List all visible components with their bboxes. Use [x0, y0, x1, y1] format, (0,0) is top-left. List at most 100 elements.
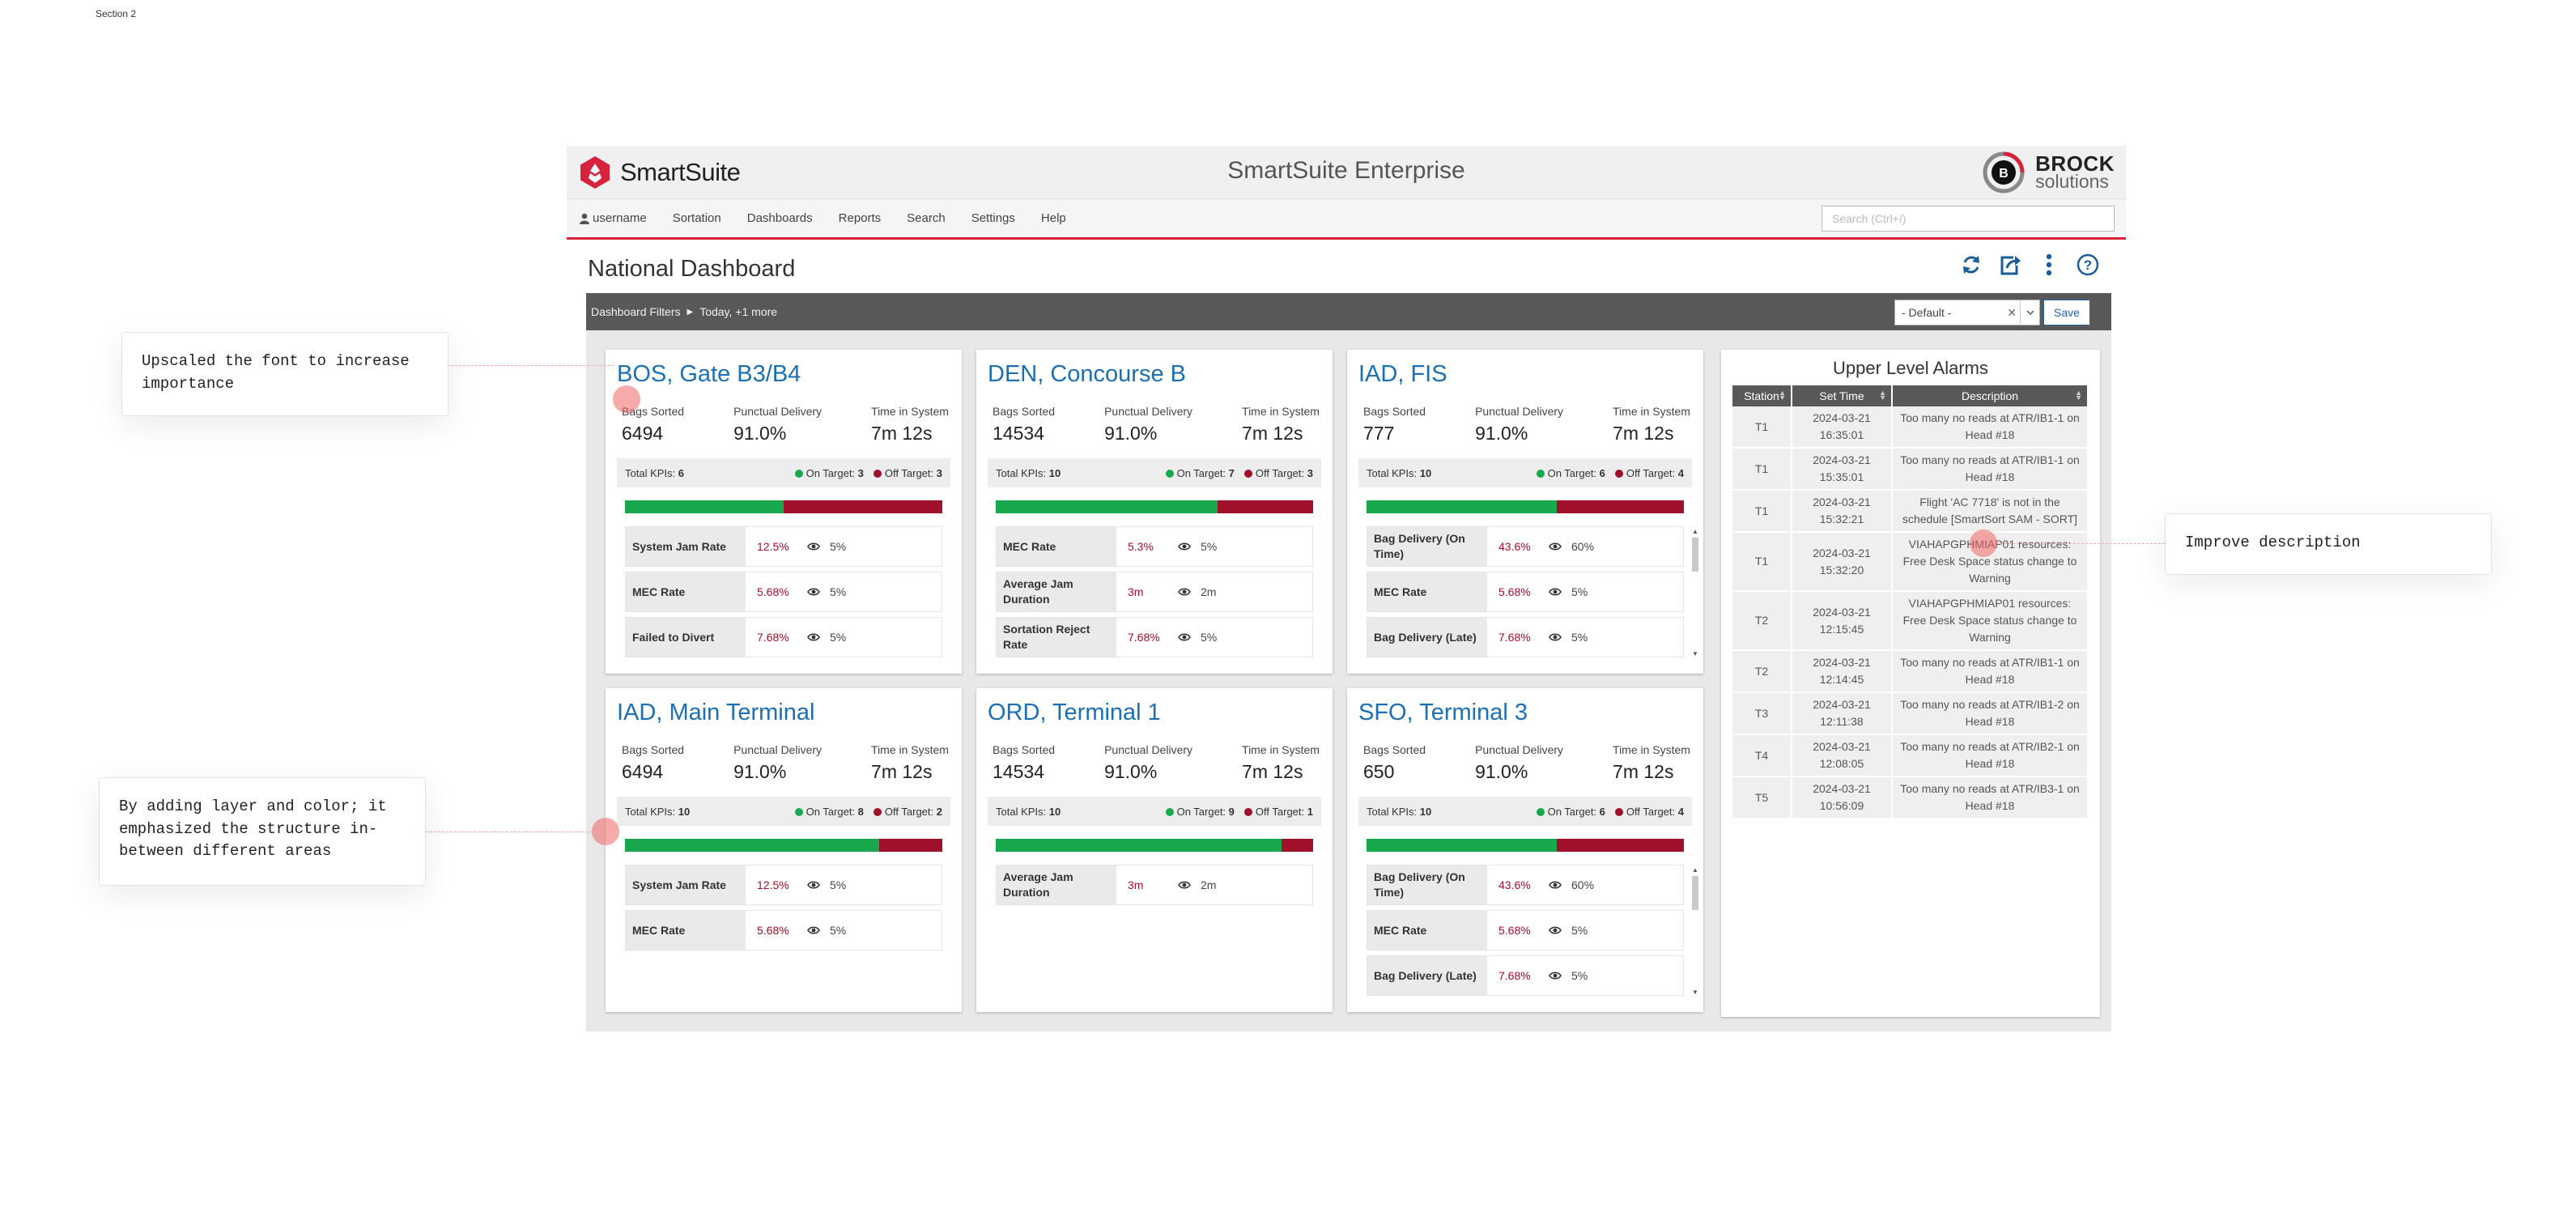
share-icon[interactable]: [1998, 253, 2022, 277]
sort-icon[interactable]: ▲ ▼: [1779, 389, 1786, 402]
chevron-down-icon[interactable]: [2020, 300, 2039, 325]
nav-item-reports[interactable]: Reports: [839, 211, 882, 225]
nav-item-search[interactable]: Search: [907, 211, 946, 225]
more-vertical-icon[interactable]: [2037, 253, 2061, 277]
nav-item-username[interactable]: username: [580, 211, 647, 225]
alarm-row[interactable]: T1 2024-03-21 15:35:01 Too many no reads …: [1732, 449, 2089, 491]
nav-item-help[interactable]: Help: [1041, 211, 1066, 225]
off-target-count: Off Target: 4: [1614, 806, 1684, 818]
alarm-row[interactable]: T2 2024-03-21 12:14:45 Too many no reads …: [1732, 651, 2089, 693]
station-metrics: Bags Sorted 6494 Punctual Delivery 91.0%…: [622, 743, 949, 783]
svg-text:?: ?: [2084, 257, 2092, 273]
kpi-row[interactable]: MEC Rate 5.68% 5%: [625, 572, 942, 612]
metric-label: Punctual Delivery: [733, 743, 823, 756]
scroll-thumb[interactable]: [1692, 538, 1698, 572]
section-label: Section 2: [96, 8, 137, 19]
sort-icon[interactable]: ▲ ▼: [1879, 389, 1886, 402]
metric-value: 7m 12s: [871, 423, 933, 444]
kpi-row[interactable]: Sortation Reject Rate 7.68% 5%: [996, 617, 1313, 657]
brand-logo[interactable]: SmartSuite: [578, 155, 741, 189]
annotation-font-note: Upscaled the font to increase importance: [121, 332, 448, 416]
kpi-progress-bar: [996, 500, 1313, 513]
kpi-value: 12.5%: [757, 540, 789, 553]
target-icon: [807, 925, 825, 935]
clear-icon[interactable]: ✕: [2007, 305, 2017, 319]
metric-label: Punctual Delivery: [733, 405, 823, 418]
kpi-row[interactable]: System Jam Rate 12.5% 5%: [625, 526, 942, 567]
partner-logo-line1: BROCK: [2035, 151, 2115, 176]
kpi-row[interactable]: Bag Delivery (Late) 7.68% 5%: [1367, 955, 1684, 996]
sort-icon[interactable]: ▲ ▼: [2075, 389, 2082, 402]
kpi-scrollbar[interactable]: ▲ ▼: [1690, 528, 1700, 657]
kpi-row[interactable]: Average Jam Duration 3m 2m: [996, 572, 1313, 612]
kpi-row[interactable]: Bag Delivery (On Time) 43.6% 60%: [1367, 526, 1684, 567]
kpi-row[interactable]: System Jam Rate 12.5% 5%: [625, 865, 942, 905]
alarm-row[interactable]: T1 2024-03-21 15:32:20 VIAHAPGPHMIAP01 re…: [1732, 533, 2089, 592]
scroll-down-icon[interactable]: ▼: [1692, 650, 1698, 657]
metric-punctual-delivery: Punctual Delivery 91.0%: [1104, 405, 1192, 444]
kpi-list: System Jam Rate 12.5% 5% MEC Rate 5.68% …: [625, 865, 942, 1006]
target-icon: [1178, 542, 1196, 551]
kpi-target-value: 5%: [830, 924, 847, 937]
save-button[interactable]: Save: [2043, 300, 2090, 325]
dashboard-filter-bar: Dashboard Filters ▶ Today, +1 more - Def…: [586, 293, 2111, 330]
column-header-station[interactable]: Station ▲ ▼: [1732, 385, 1792, 406]
kpi-row[interactable]: MEC Rate 5.3% 5%: [996, 526, 1313, 567]
target-icon: [1549, 632, 1566, 642]
station-title[interactable]: SFO, Terminal 3: [1358, 700, 1528, 725]
nav-item-sortation[interactable]: Sortation: [673, 211, 721, 225]
station-title[interactable]: IAD, FIS: [1358, 361, 1447, 387]
kpi-scrollbar[interactable]: ▲ ▼: [1690, 866, 1700, 996]
scroll-up-icon[interactable]: ▲: [1692, 866, 1698, 874]
search-input[interactable]: [1821, 206, 2115, 232]
kpi-summary: Total KPIs: 10 On Target: 6 Off Target: …: [1358, 458, 1692, 487]
scroll-up-icon[interactable]: ▲: [1692, 528, 1698, 535]
metric-bags-sorted: Bags Sorted 6494: [622, 405, 684, 444]
station-title[interactable]: IAD, Main Terminal: [617, 700, 815, 725]
station-title[interactable]: ORD, Terminal 1: [988, 700, 1161, 725]
nav-item-label: Reports: [838, 211, 882, 225]
station-card: IAD, FIS Bags Sorted 777 Punctual Delive…: [1347, 350, 1703, 674]
kpi-value: 7.68%: [757, 631, 789, 644]
alarm-set-time: 2024-03-21 16:35:01: [1792, 406, 1893, 449]
metric-value: 7m 12s: [1242, 761, 1303, 782]
alarm-row[interactable]: T1 2024-03-21 15:32:21 Flight 'AC 7718' i…: [1732, 491, 2089, 533]
column-header-set-time[interactable]: Set Time ▲ ▼: [1792, 385, 1893, 406]
nav-item-dashboards[interactable]: Dashboards: [747, 211, 813, 225]
kpi-name: Bag Delivery (On Time): [1367, 527, 1487, 566]
filter-preset-select[interactable]: - Default - ✕: [1894, 300, 2040, 325]
kpi-name: Bag Delivery (Late): [1367, 618, 1487, 657]
target-icon: [1178, 880, 1196, 890]
alarm-station: T1: [1732, 491, 1792, 533]
dashboard-filters-toggle[interactable]: Dashboard Filters ▶ Today, +1 more: [591, 305, 777, 318]
kpi-target: 5%: [1549, 924, 1588, 937]
off-target-dot-icon: [1243, 808, 1252, 816]
kpi-row[interactable]: Bag Delivery (On Time) 43.6% 60%: [1367, 865, 1684, 905]
partner-logo-icon: B: [1983, 151, 2025, 194]
kpi-row[interactable]: Average Jam Duration 3m 2m: [996, 865, 1313, 905]
total-kpis: Total KPIs: 10: [996, 467, 1061, 479]
kpi-value: 7.68%: [1498, 969, 1531, 982]
column-header-description[interactable]: Description ▲ ▼: [1893, 385, 2089, 406]
alarm-row[interactable]: T4 2024-03-21 12:08:05 Too many no reads …: [1732, 735, 2089, 777]
kpi-row[interactable]: MEC Rate 5.68% 5%: [1367, 572, 1684, 612]
refresh-icon[interactable]: [1959, 253, 1983, 277]
alarm-row[interactable]: T2 2024-03-21 12:15:45 VIAHAPGPHMIAP01 re…: [1732, 592, 2089, 651]
off-target-count: Off Target: 3: [1243, 467, 1313, 479]
alarm-row[interactable]: T5 2024-03-21 10:56:09 Too many no reads …: [1732, 777, 2089, 819]
kpi-row[interactable]: Bag Delivery (Late) 7.68% 5%: [1367, 617, 1684, 657]
alarm-row[interactable]: T1 2024-03-21 16:35:01 Too many no reads …: [1732, 406, 2089, 449]
alarm-row[interactable]: T3 2024-03-21 12:11:38 Too many no reads …: [1732, 693, 2089, 735]
on-target-segment: [625, 839, 879, 852]
kpi-row[interactable]: MEC Rate 5.68% 5%: [1367, 910, 1684, 951]
help-icon[interactable]: ?: [2076, 253, 2100, 277]
scroll-thumb[interactable]: [1692, 876, 1698, 910]
station-title[interactable]: BOS, Gate B3/B4: [617, 361, 801, 387]
kpi-row[interactable]: Failed to Divert 7.68% 5%: [625, 617, 942, 657]
metric-bags-sorted: Bags Sorted 6494: [622, 743, 684, 783]
kpi-row[interactable]: MEC Rate 5.68% 5%: [625, 910, 942, 951]
station-title[interactable]: DEN, Concourse B: [988, 361, 1186, 387]
scroll-down-icon[interactable]: ▼: [1692, 989, 1698, 996]
metric-label: Punctual Delivery: [1104, 405, 1193, 418]
nav-item-settings[interactable]: Settings: [971, 211, 1015, 225]
